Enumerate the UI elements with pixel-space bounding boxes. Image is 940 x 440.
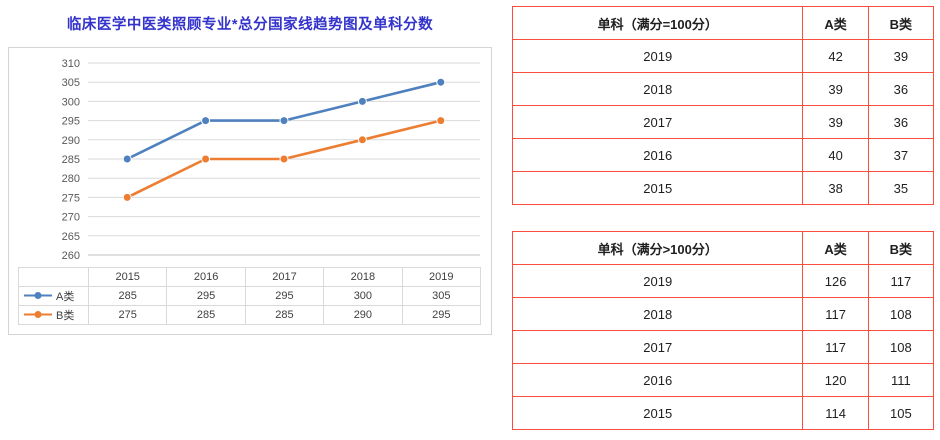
table-row: 2016 40 37 xyxy=(511,138,935,172)
table-gap xyxy=(512,205,934,231)
svg-text:285: 285 xyxy=(62,154,80,166)
col-header: B类 xyxy=(867,6,935,40)
table-cell: 37 xyxy=(867,138,935,172)
table-cell: 36 xyxy=(867,105,935,139)
table-row: 2016 120 111 xyxy=(511,363,935,397)
table-cell: 105 xyxy=(867,396,935,430)
chart-panel: 临床医学中医类照顾专业*总分国家线趋势图及单科分数 260 265 270 275 28… xyxy=(8,17,492,335)
table-cell: 36 xyxy=(867,72,935,106)
value-cell: 295 xyxy=(166,286,246,306)
table-cell: 117 xyxy=(802,297,869,331)
svg-text:300: 300 xyxy=(62,96,80,108)
table-cell: 2016 xyxy=(511,138,804,172)
table-cell: 120 xyxy=(802,363,869,397)
legend-marker-icon xyxy=(24,292,52,299)
year-cell: 2017 xyxy=(244,267,325,287)
table-cell: 39 xyxy=(867,39,935,73)
value-cell: 300 xyxy=(323,286,403,306)
table-cell: 39 xyxy=(802,72,869,106)
value-cell: 305 xyxy=(401,286,481,306)
table-cell: 2018 xyxy=(511,297,804,331)
score-tables-panel: 单科（满分=100分） A类 B类 2019 42 39 2018 39 36 2017 39 36 2… xyxy=(500,0,940,440)
svg-text:265: 265 xyxy=(62,231,80,243)
svg-text:275: 275 xyxy=(62,192,80,204)
chart-table-year-row: 2015 2016 2017 2018 2019 xyxy=(18,267,481,287)
table-cell: 117 xyxy=(867,264,935,298)
svg-text:260: 260 xyxy=(62,250,80,261)
value-cell: 285 xyxy=(244,305,325,325)
chart-table-series-row: A类 285 295 295 300 305 xyxy=(18,286,481,306)
col-header: B类 xyxy=(867,231,935,265)
table-header-row: 单科（满分>100分） A类 B类 xyxy=(511,231,935,265)
svg-text:305: 305 xyxy=(62,77,80,89)
table-row: 2017 117 108 xyxy=(511,330,935,364)
chart-data-table: 2015 2016 2017 2018 2019 A类 285 295 295 300 305 B类 2… xyxy=(18,267,481,325)
table-cell: 111 xyxy=(867,363,935,397)
col-header: 单科（满分=100分） xyxy=(511,6,804,40)
table-cell: 108 xyxy=(867,297,935,331)
table-cell: 114 xyxy=(802,396,869,430)
svg-text:290: 290 xyxy=(62,135,80,147)
value-cell: 295 xyxy=(244,286,325,306)
year-cell: 2016 xyxy=(166,267,246,287)
svg-text:310: 310 xyxy=(62,58,80,70)
table-cell: 35 xyxy=(867,171,935,205)
table-cell: 108 xyxy=(867,330,935,364)
table-row: 2015 38 35 xyxy=(511,171,935,205)
legend-key: B类 xyxy=(18,305,89,325)
table-cell: 2015 xyxy=(511,171,804,205)
table-cell: 2019 xyxy=(511,264,804,298)
chart-box: 260 265 270 275 280 285 290 295 300 305 310 2015 20… xyxy=(8,47,492,335)
table-row: 2019 42 39 xyxy=(511,39,935,73)
table-cell: 38 xyxy=(802,171,869,205)
table-row: 2018 39 36 xyxy=(511,72,935,106)
col-header: 单科（满分>100分） xyxy=(511,231,804,265)
table-row: 2018 117 108 xyxy=(511,297,935,331)
chart-table-series-row: B类 275 285 285 290 295 xyxy=(18,305,481,325)
value-cell: 295 xyxy=(401,305,481,325)
table-cell: 2018 xyxy=(511,72,804,106)
value-cell: 285 xyxy=(166,305,246,325)
year-cell: 2018 xyxy=(323,267,403,287)
table-cell: 2019 xyxy=(511,39,804,73)
value-cell: 290 xyxy=(323,305,403,325)
single-subject-table-100: 单科（满分=100分） A类 B类 2019 42 39 2018 39 36 2017 39 36 2… xyxy=(511,6,935,205)
table-header-row: 单科（满分=100分） A类 B类 xyxy=(511,6,935,40)
legend-label: B类 xyxy=(56,310,75,322)
table-cell: 117 xyxy=(802,330,869,364)
table-cell: 42 xyxy=(802,39,869,73)
svg-text:295: 295 xyxy=(62,116,80,128)
col-header: A类 xyxy=(802,231,869,265)
corner-cell xyxy=(18,267,89,287)
svg-text:270: 270 xyxy=(62,212,80,224)
table-cell: 40 xyxy=(802,138,869,172)
single-subject-table-over-100: 单科（满分>100分） A类 B类 2019 126 117 2018 117 108 2017 1… xyxy=(511,231,935,430)
svg-text:280: 280 xyxy=(62,173,80,185)
table-cell: 39 xyxy=(802,105,869,139)
table-cell: 2016 xyxy=(511,363,804,397)
year-cell: 2019 xyxy=(401,267,481,287)
table-row: 2017 39 36 xyxy=(511,105,935,139)
table-cell: 2017 xyxy=(511,105,804,139)
legend-key: A类 xyxy=(18,286,89,306)
table-cell: 2017 xyxy=(511,330,804,364)
legend-label: A类 xyxy=(56,291,75,303)
value-cell: 285 xyxy=(87,286,168,306)
value-cell: 275 xyxy=(87,305,168,325)
legend-marker-icon xyxy=(24,311,52,318)
chart-title: 临床医学中医类照顾专业*总分国家线趋势图及单科分数 xyxy=(66,17,434,33)
table-cell: 2015 xyxy=(511,396,804,430)
table-row: 2019 126 117 xyxy=(511,264,935,298)
year-cell: 2015 xyxy=(87,267,168,287)
table-cell: 126 xyxy=(802,264,869,298)
trend-line-chart: 260 265 270 275 280 285 290 295 300 305 310 xyxy=(62,58,480,262)
table-row: 2015 114 105 xyxy=(511,396,935,430)
col-header: A类 xyxy=(802,6,869,40)
